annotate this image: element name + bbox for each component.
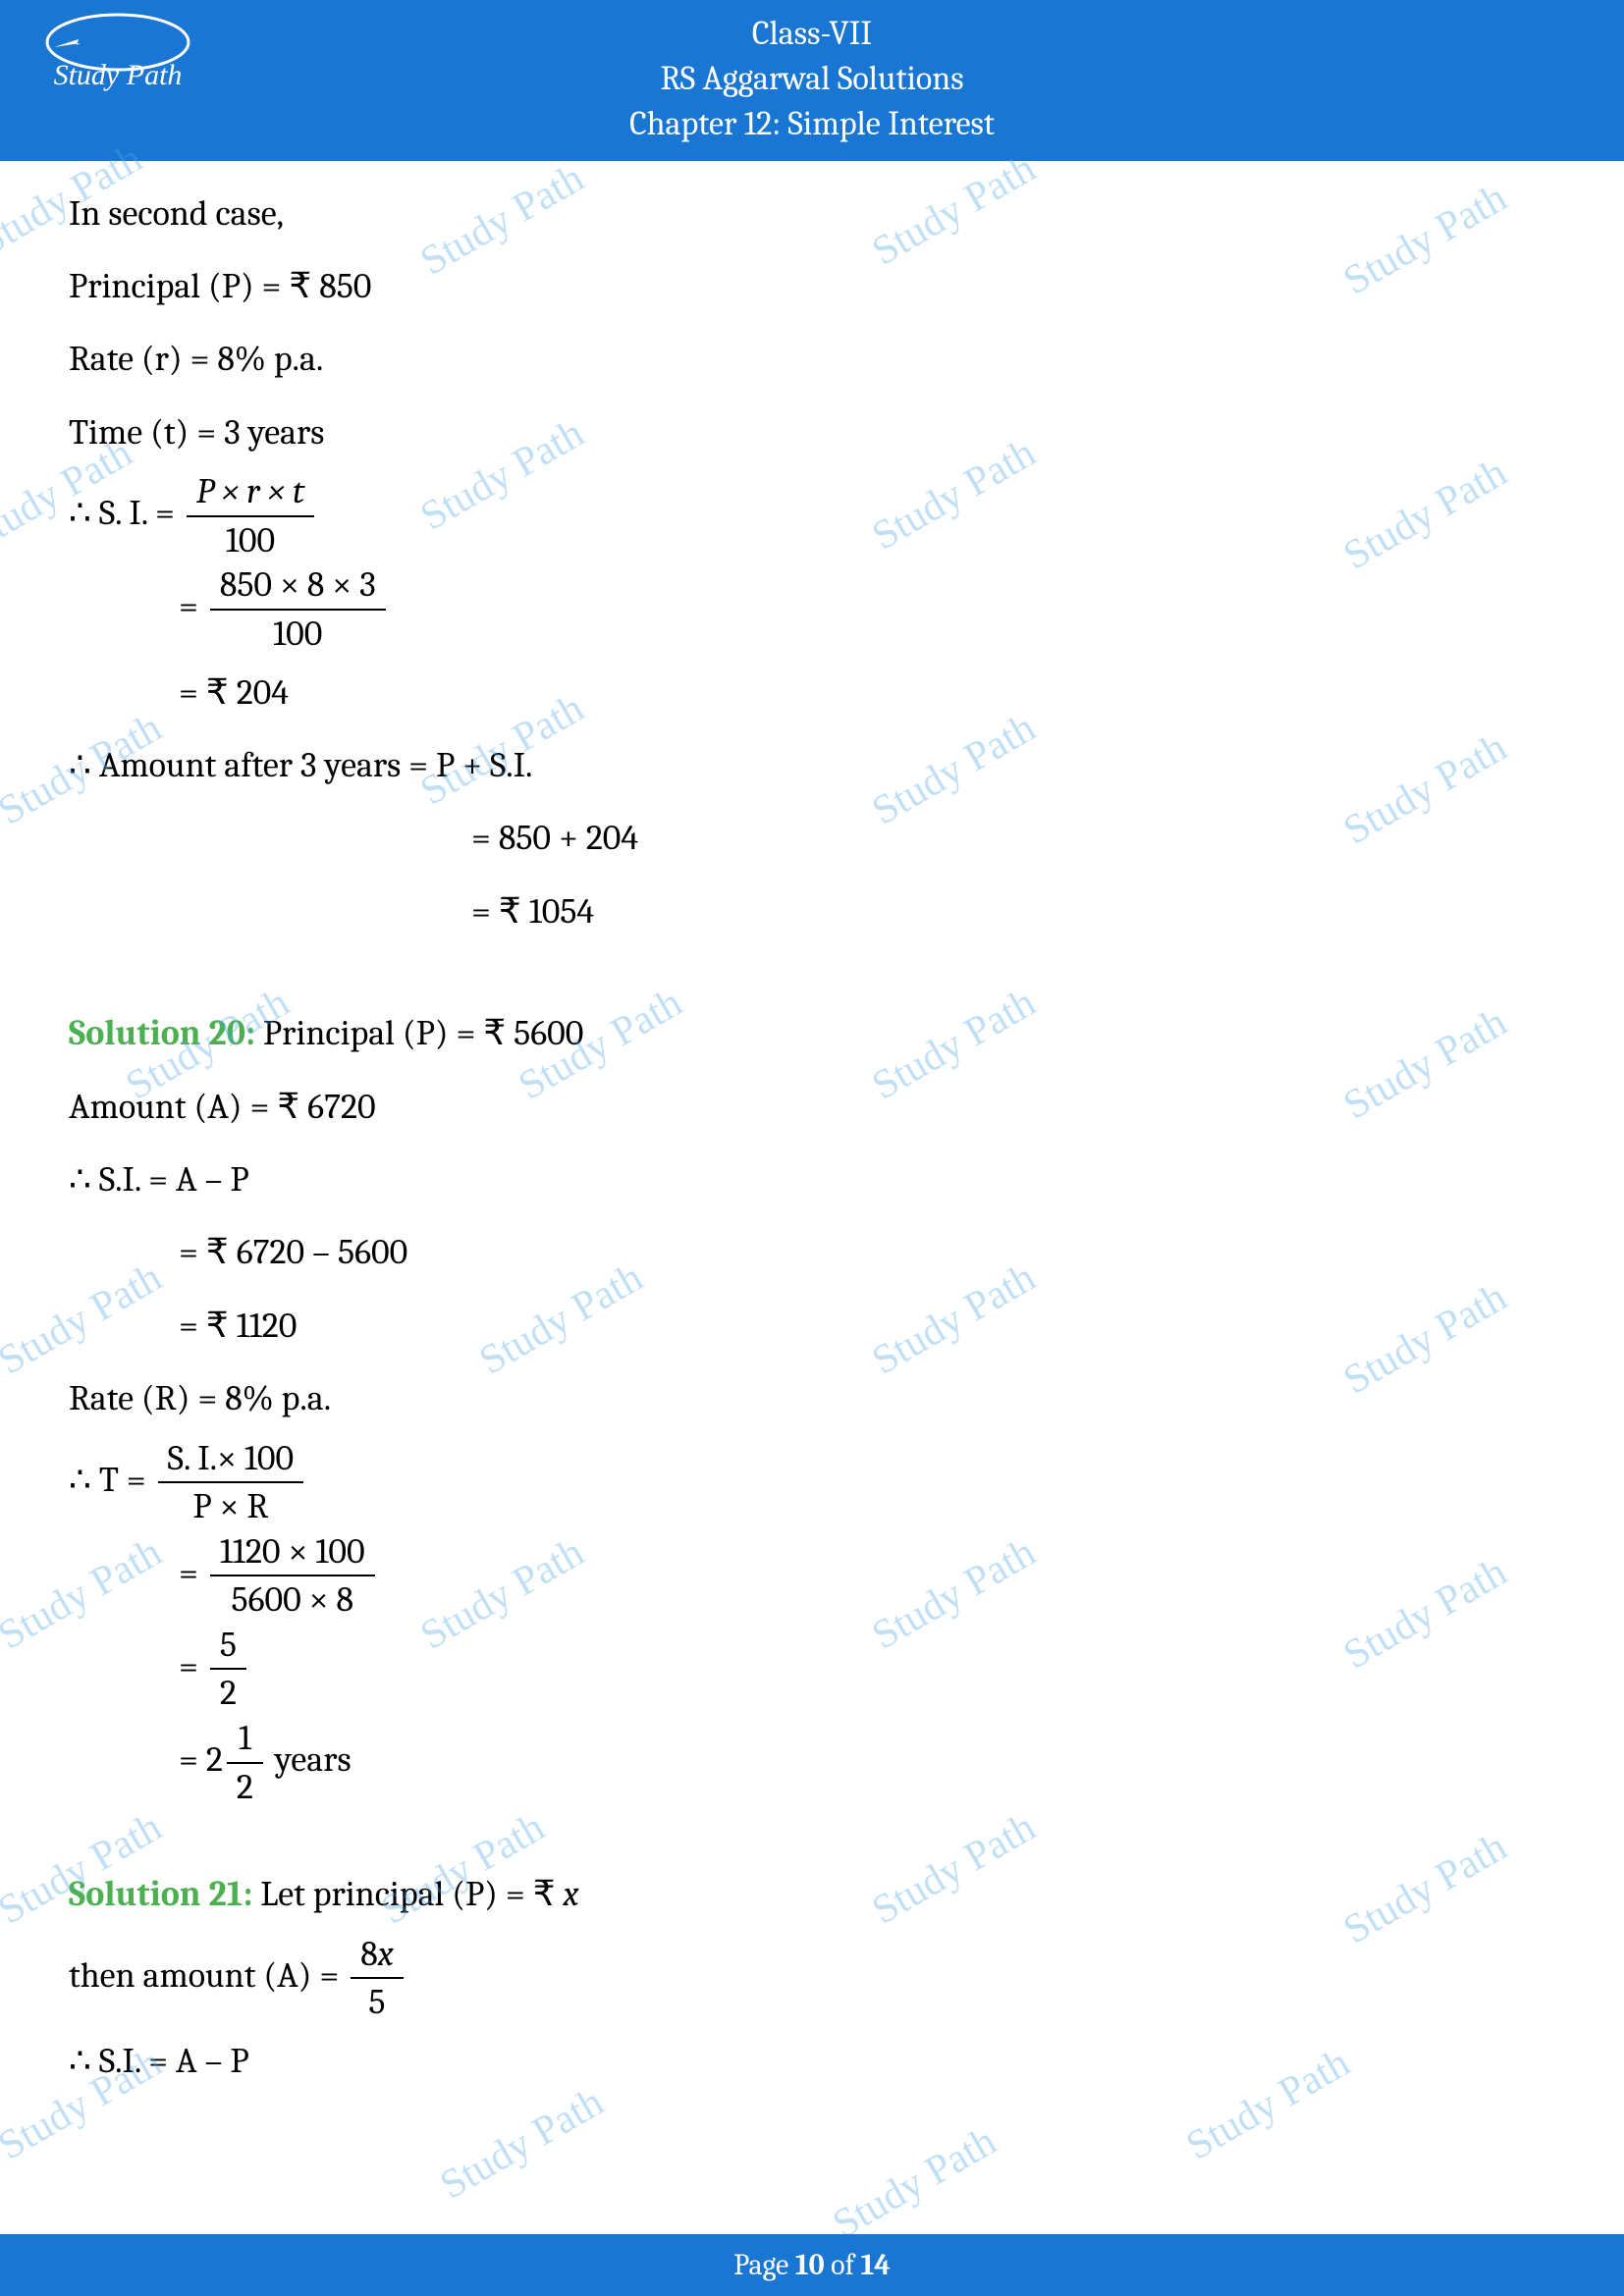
page-footer: Page 10 of 14 xyxy=(0,2234,1624,2296)
svg-text:Study Path: Study Path xyxy=(54,59,183,91)
solution-20-line: Solution 20: Principal (P) = ₹ 5600 xyxy=(69,1000,1555,1067)
denominator: 100 xyxy=(210,611,386,654)
text-line: = 850 + 204 xyxy=(69,805,1555,872)
solution-label: Solution 20: xyxy=(69,1013,255,1053)
numerator: 5 xyxy=(210,1626,246,1671)
header-class: Class-VII xyxy=(0,12,1624,57)
text-line: Rate (r) = 8% p.a. xyxy=(69,326,1555,393)
solution-21-line: Solution 21: Let principal (P) = ₹ x xyxy=(69,1861,1555,1928)
equation-line: then amount (A) = 8x 5 xyxy=(69,1935,1555,2022)
numerator: S. I.× 100 xyxy=(158,1439,303,1484)
denominator: 5600 × 8 xyxy=(210,1576,375,1620)
denominator: P × R xyxy=(158,1483,303,1526)
logo-svg: Study Path xyxy=(29,8,206,96)
text-line: ∴ S.I. = A – P xyxy=(69,2028,1555,2095)
fraction: 5 2 xyxy=(210,1626,246,1713)
text-line: = ₹ 204 xyxy=(69,660,1555,726)
equation-line: = 2 1 2 years xyxy=(69,1719,1555,1806)
text-line: Amount (A) = ₹ 6720 xyxy=(69,1074,1555,1141)
text: Principal (P) = ₹ 5600 xyxy=(255,1013,583,1053)
text-line: Time (t) = 3 years xyxy=(69,400,1555,466)
prefix: then amount (A) = xyxy=(69,1955,339,1996)
denominator: 5 xyxy=(351,1979,404,2022)
fraction: S. I.× 100 P × R xyxy=(158,1439,303,1526)
equals: = xyxy=(179,586,198,626)
equals-val: = 2 xyxy=(179,1739,223,1780)
equation-line: = 850 × 8 × 3 100 xyxy=(69,565,1555,653)
fraction: P × r × t 100 xyxy=(187,472,314,560)
footer-prefix: Page xyxy=(733,2248,795,2282)
fraction: 1120 × 100 5600 × 8 xyxy=(210,1532,375,1620)
text-line: ∴ Amount after 3 years = P + S.I. xyxy=(69,732,1555,799)
fraction: 1 2 xyxy=(227,1719,263,1806)
text-line: ∴ S.I. = A – P xyxy=(69,1147,1555,1213)
total-pages: 14 xyxy=(861,2248,891,2282)
denominator: 100 xyxy=(187,517,314,561)
page-number: 10 xyxy=(795,2248,825,2282)
numerator: 1 xyxy=(227,1719,263,1764)
solution-label: Solution 21: xyxy=(69,1874,252,1914)
equals: = xyxy=(179,1553,198,1593)
equation-line: ∴ T = S. I.× 100 P × R xyxy=(69,1439,1555,1526)
numerator: 8x xyxy=(351,1935,404,1980)
numerator: 1120 × 100 xyxy=(210,1532,375,1577)
equation-line: = 5 2 xyxy=(69,1626,1555,1713)
numerator: 850 × 8 × 3 xyxy=(210,565,386,611)
page-header: Study Path Class-VII RS Aggarwal Solutio… xyxy=(0,0,1624,161)
fraction: 850 × 8 × 3 100 xyxy=(210,565,386,653)
numerator: P × r × t xyxy=(187,472,314,517)
text-line: In second case, xyxy=(69,181,1555,247)
equation-line: ∴ S. I. = P × r × t 100 xyxy=(69,472,1555,560)
text-line: Principal (P) = ₹ 850 xyxy=(69,253,1555,320)
text: Let principal (P) = ₹ xyxy=(252,1874,563,1914)
page-content: In second case, Principal (P) = ₹ 850 Ra… xyxy=(0,161,1624,2096)
header-book: RS Aggarwal Solutions xyxy=(0,57,1624,102)
unit: years xyxy=(267,1739,352,1780)
t-label: ∴ T = xyxy=(69,1460,146,1500)
variable: x xyxy=(564,1874,579,1914)
fraction: 8x 5 xyxy=(351,1935,404,2022)
text-line: Rate (R) = 8% p.a. xyxy=(69,1365,1555,1432)
text-line: = ₹ 6720 – 5600 xyxy=(69,1219,1555,1286)
study-path-logo: Study Path xyxy=(29,8,206,96)
header-chapter: Chapter 12: Simple Interest xyxy=(0,102,1624,147)
text-line: = ₹ 1054 xyxy=(69,879,1555,945)
equals: = xyxy=(179,1646,198,1686)
footer-mid: of xyxy=(825,2248,861,2282)
text-line: = ₹ 1120 xyxy=(69,1293,1555,1360)
equation-line: = 1120 × 100 5600 × 8 xyxy=(69,1532,1555,1620)
denominator: 2 xyxy=(210,1670,246,1713)
si-label: ∴ S. I. = xyxy=(69,493,175,533)
denominator: 2 xyxy=(227,1764,263,1807)
